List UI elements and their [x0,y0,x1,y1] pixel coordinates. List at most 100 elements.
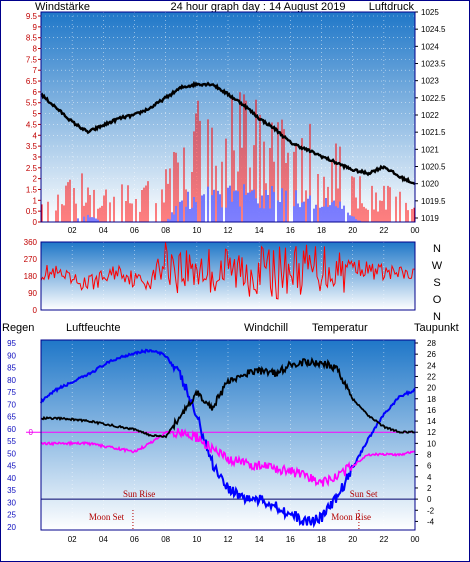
dewpoint-line [40,428,416,487]
moon-rise-label: Moon Rise [331,512,371,522]
wind-tick-label: 0 [33,218,38,227]
rain-zero-label: 0 [29,428,34,437]
humidity-tick-label: 95 [7,339,16,348]
plot-background-3 [41,340,415,530]
wind-tick-label: 0.5 [26,207,38,216]
temperature-tick-label: 4 [427,473,432,482]
temperature-tick-label: 6 [427,462,432,471]
plot-border-2 [40,241,416,311]
pressure-tick-label: 1023 [421,77,439,86]
legend-rain: Regen [2,322,34,334]
wind-tick-label: 1 [33,196,38,205]
pressure-tick-label: 1021 [421,145,439,154]
pressure-tick-label: 1019 [421,214,439,223]
wind-tick-label: 6.5 [26,77,38,86]
compass-label: O [433,294,442,306]
direction-tick-label: 270 [24,255,38,264]
temperature-tick-label: 10 [427,439,436,448]
x-tick-label: 18 [317,226,326,235]
x-tick-label: 04 [99,535,108,544]
wind-tick-label: 4 [33,131,38,140]
moon-set-label: Moon Set [89,512,125,522]
x-tick-label: 08 [161,535,170,544]
direction-tick-label: 180 [24,272,38,281]
humidity-tick-label: 80 [7,376,16,385]
pressure-tick-label: 1019.5 [421,197,446,206]
pressure-line [40,80,416,186]
x-tick-label: 18 [317,535,326,544]
wind-tick-label: 6 [33,88,38,97]
temperature-tick-label: 28 [427,339,436,348]
x-tick-label: 10 [192,226,201,235]
pressure-tick-label: 1022.5 [421,94,446,103]
wind-tick-label: 3 [33,153,38,162]
wind-tick-label: 9 [33,23,38,32]
x-tick-label: 06 [130,226,139,235]
temperature-tick-label: 8 [427,451,432,460]
pressure-tick-label: 1021.5 [421,128,446,137]
sun-set-label: Sun Set [350,489,378,499]
temperature-line [40,356,416,439]
wind-tick-label: 5 [33,110,38,119]
legend-humidity: Luftfeuchte [66,322,120,334]
humidity-tick-label: 90 [7,351,16,360]
humidity-tick-label: 45 [7,462,16,471]
pressure-tick-label: 1024 [421,42,439,51]
humidity-tick-label: 60 [7,425,16,434]
x-tick-label: 20 [348,226,357,235]
direction-tick-label: 360 [24,238,38,247]
wind-tick-label: 8.5 [26,34,38,43]
temperature-tick-label: 18 [427,395,436,404]
temperature-tick-label: 24 [427,361,436,370]
compass-label: S [433,277,440,289]
x-tick-label: 02 [68,535,77,544]
pressure-tick-label: 1022 [421,111,439,120]
temperature-tick-label: 12 [427,428,436,437]
humidity-tick-label: 30 [7,498,16,507]
x-tick-label: 00 [411,226,420,235]
legend-windchill: Windchill [244,322,288,334]
pressure-tick-label: 1023.5 [421,60,446,69]
compass-label: N [433,311,441,323]
plot-background-2 [41,242,415,310]
temperature-tick-label: 22 [427,372,436,381]
wind-tick-label: 8 [33,45,38,54]
wind-tick-label: 2.5 [26,164,38,173]
wind-tick-label: 1.5 [26,185,38,194]
x-tick-label: 12 [224,226,233,235]
x-tick-label: 16 [286,535,295,544]
humidity-tick-label: 25 [7,511,16,520]
x-tick-label: 08 [161,226,170,235]
humidity-tick-label: 75 [7,388,16,397]
wind-tick-label: 7.5 [26,55,38,64]
humidity-tick-label: 40 [7,474,16,483]
compass-label: N [433,243,441,255]
humidity-tick-label: 65 [7,413,16,422]
gust-series [77,184,361,222]
x-tick-label: 22 [379,535,388,544]
wind-tick-label: 9.5 [26,12,38,21]
plot-border-3 [40,339,416,531]
x-tick-label: 00 [411,535,420,544]
direction-tick-label: 90 [28,289,37,298]
x-tick-label: 22 [379,226,388,235]
direction-tick-label: 0 [33,306,38,315]
sun-rise-label: Sun Rise [123,489,155,499]
temperature-tick-label: 14 [427,417,436,426]
wind-tick-label: 3.5 [26,142,38,151]
x-tick-label: 20 [348,535,357,544]
wind-tick-label: 7 [33,66,38,75]
chart-panels: 00.511.522.533.544.555.566.577.588.599.5… [7,8,446,544]
wind-tick-label: 4.5 [26,120,38,129]
compass-label: W [432,260,443,272]
wind-axis-title: Windstärke [35,1,90,13]
humidity-tick-label: 70 [7,400,16,409]
wind-tick-label: 2 [33,175,38,184]
legend-temperature: Temperatur [312,322,368,334]
humidity-tick-label: 50 [7,449,16,458]
pressure-tick-label: 1020.5 [421,163,446,172]
x-tick-label: 12 [224,535,233,544]
temperature-tick-label: 26 [427,350,436,359]
